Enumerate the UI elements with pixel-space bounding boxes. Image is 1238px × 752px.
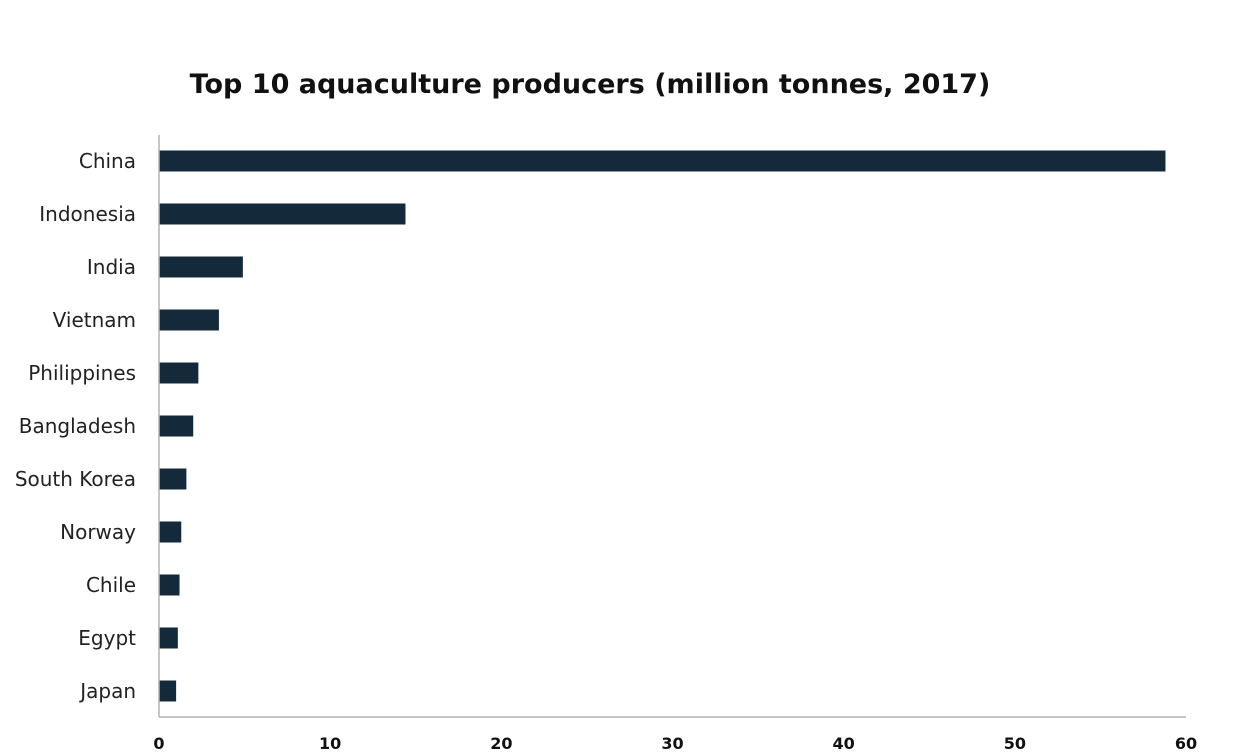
x-tick-label: 10 [319, 734, 341, 752]
category-label: China [79, 149, 136, 173]
bars [159, 150, 1166, 702]
x-tick-label: 60 [1175, 734, 1197, 752]
bar [159, 521, 182, 543]
bar [159, 680, 177, 702]
category-label: Norway [60, 520, 136, 544]
bar [159, 574, 180, 596]
chart-title: Top 10 aquaculture producers (million to… [190, 69, 991, 100]
x-tick-label: 30 [661, 734, 683, 752]
category-label: Vietnam [53, 308, 136, 332]
category-label: South Korea [15, 467, 136, 491]
x-tick-labels: 0 10 20 30 40 50 60 [153, 734, 1197, 752]
x-tick-label: 0 [153, 734, 164, 752]
bar [159, 309, 219, 331]
category-label: Philippines [28, 361, 136, 385]
category-label: Chile [86, 573, 136, 597]
category-label: India [87, 255, 136, 279]
x-tick-label: 40 [833, 734, 855, 752]
bar [159, 468, 187, 490]
category-label: Egypt [78, 626, 136, 650]
bar [159, 150, 1166, 172]
bar [159, 256, 243, 278]
bar [159, 415, 194, 437]
category-label: Japan [78, 679, 136, 703]
bar [159, 362, 199, 384]
bar [159, 203, 406, 225]
bar [159, 627, 178, 649]
category-label: Bangladesh [19, 414, 136, 438]
x-tick-label: 20 [490, 734, 512, 752]
x-tick-label: 50 [1004, 734, 1026, 752]
category-label: Indonesia [39, 202, 136, 226]
category-labels: China Indonesia India Vietnam Philippines Ban… [15, 149, 136, 703]
